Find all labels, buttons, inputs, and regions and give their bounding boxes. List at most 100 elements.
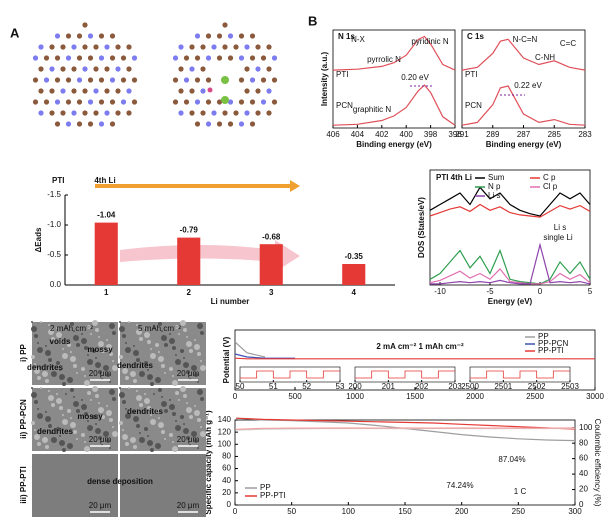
sem-texture	[62, 348, 64, 350]
y-tick-label: -1.5	[47, 190, 61, 199]
sem-texture	[178, 399, 180, 401]
annotation: single Li	[543, 233, 573, 242]
sem-texture	[90, 333, 92, 335]
sem-texture	[37, 408, 39, 410]
atom	[244, 88, 250, 94]
sem-texture	[34, 434, 40, 440]
atom	[227, 121, 234, 127]
x-tick-label: 150	[398, 507, 412, 516]
sem-texture	[180, 386, 186, 392]
atom	[244, 44, 250, 50]
sem-texture	[106, 373, 110, 377]
sem-texture	[98, 370, 102, 374]
sem-texture	[37, 413, 43, 419]
sem-texture	[109, 418, 113, 422]
atom	[82, 66, 88, 72]
sem-texture	[130, 371, 136, 377]
sem-texture	[98, 341, 104, 347]
y-tick-label: 60	[579, 454, 588, 463]
atom	[126, 110, 132, 116]
row-label: iii) PP-PTI	[19, 466, 28, 503]
atom	[200, 66, 206, 72]
atom	[93, 44, 99, 50]
sem-texture	[84, 446, 90, 452]
x-axis-label: Binding energy (eV)	[486, 140, 562, 149]
sem-texture	[186, 370, 190, 374]
atom	[120, 55, 127, 61]
atom	[260, 77, 267, 83]
sem-texture	[169, 338, 175, 344]
atom	[207, 87, 213, 93]
atom	[183, 77, 190, 83]
atom	[54, 55, 61, 61]
series-line	[236, 427, 576, 430]
panel-label: B	[308, 13, 317, 28]
sem-texture	[106, 405, 108, 407]
value-label: -0.79	[180, 226, 199, 235]
y-tick-label: 40	[222, 476, 231, 485]
annotation: 87.04%	[498, 455, 525, 464]
sem-label: dendrites	[27, 363, 64, 372]
sem-texture	[84, 441, 86, 443]
sem-texture	[161, 430, 165, 434]
sem-texture	[158, 322, 162, 326]
atom	[178, 66, 184, 72]
y-axis-label: Potential (V)	[222, 336, 231, 383]
sem-texture	[45, 411, 47, 413]
annotation: graphitic N	[353, 105, 391, 114]
atom	[115, 88, 121, 94]
value-label: -1.04	[97, 211, 116, 220]
sem-texture	[122, 368, 128, 374]
sem-texture	[197, 381, 199, 383]
inset-tick-label: 201	[382, 382, 396, 391]
sem-texture	[119, 421, 123, 425]
inset-tick-label: 53	[336, 382, 345, 391]
sem-texture	[150, 382, 154, 386]
sem-texture	[172, 380, 178, 386]
sem-texture	[31, 421, 35, 425]
sem-texture	[194, 373, 198, 377]
sem-texture	[95, 357, 97, 359]
series-line	[429, 203, 591, 218]
atom	[98, 55, 105, 61]
column-label: 2 mAh cm⁻²	[50, 324, 93, 333]
atom	[109, 33, 116, 39]
series-line	[430, 242, 591, 285]
sem-texture	[136, 358, 140, 362]
sem-texture	[119, 355, 123, 359]
atom	[194, 33, 201, 39]
sem-texture	[106, 410, 112, 416]
atom	[38, 44, 44, 50]
sem-texture	[183, 428, 189, 434]
sem-texture	[112, 426, 114, 428]
sem-texture	[101, 415, 105, 419]
annotation: 0.20 eV	[401, 73, 429, 82]
x-tick-label: 5	[588, 287, 593, 296]
annotation: N-C=N	[513, 35, 538, 44]
sem-texture	[40, 387, 42, 389]
sem-texture	[112, 397, 116, 401]
scale-label: 20 μm	[177, 435, 200, 444]
sem-texture	[172, 346, 176, 350]
sem-texture	[56, 327, 58, 329]
sem-texture	[73, 335, 79, 341]
y-axis-label: Specific capacity (mAh g⁻¹)	[204, 410, 213, 515]
atom	[194, 121, 201, 127]
sem-texture	[73, 401, 79, 407]
sem-texture	[158, 388, 162, 392]
atom	[126, 44, 132, 50]
sem-texture	[197, 418, 201, 422]
atom	[54, 121, 61, 127]
sem-texture	[76, 343, 80, 347]
atom	[109, 99, 116, 105]
sem-texture	[144, 427, 148, 431]
sem-texture	[119, 387, 121, 389]
sem-texture	[34, 363, 36, 365]
sem-texture	[48, 424, 52, 428]
sem-texture	[92, 320, 98, 326]
atom	[255, 88, 261, 94]
sem-texture	[197, 447, 199, 449]
sem-texture	[84, 412, 88, 416]
atom	[178, 110, 184, 116]
sem-texture	[183, 423, 185, 425]
